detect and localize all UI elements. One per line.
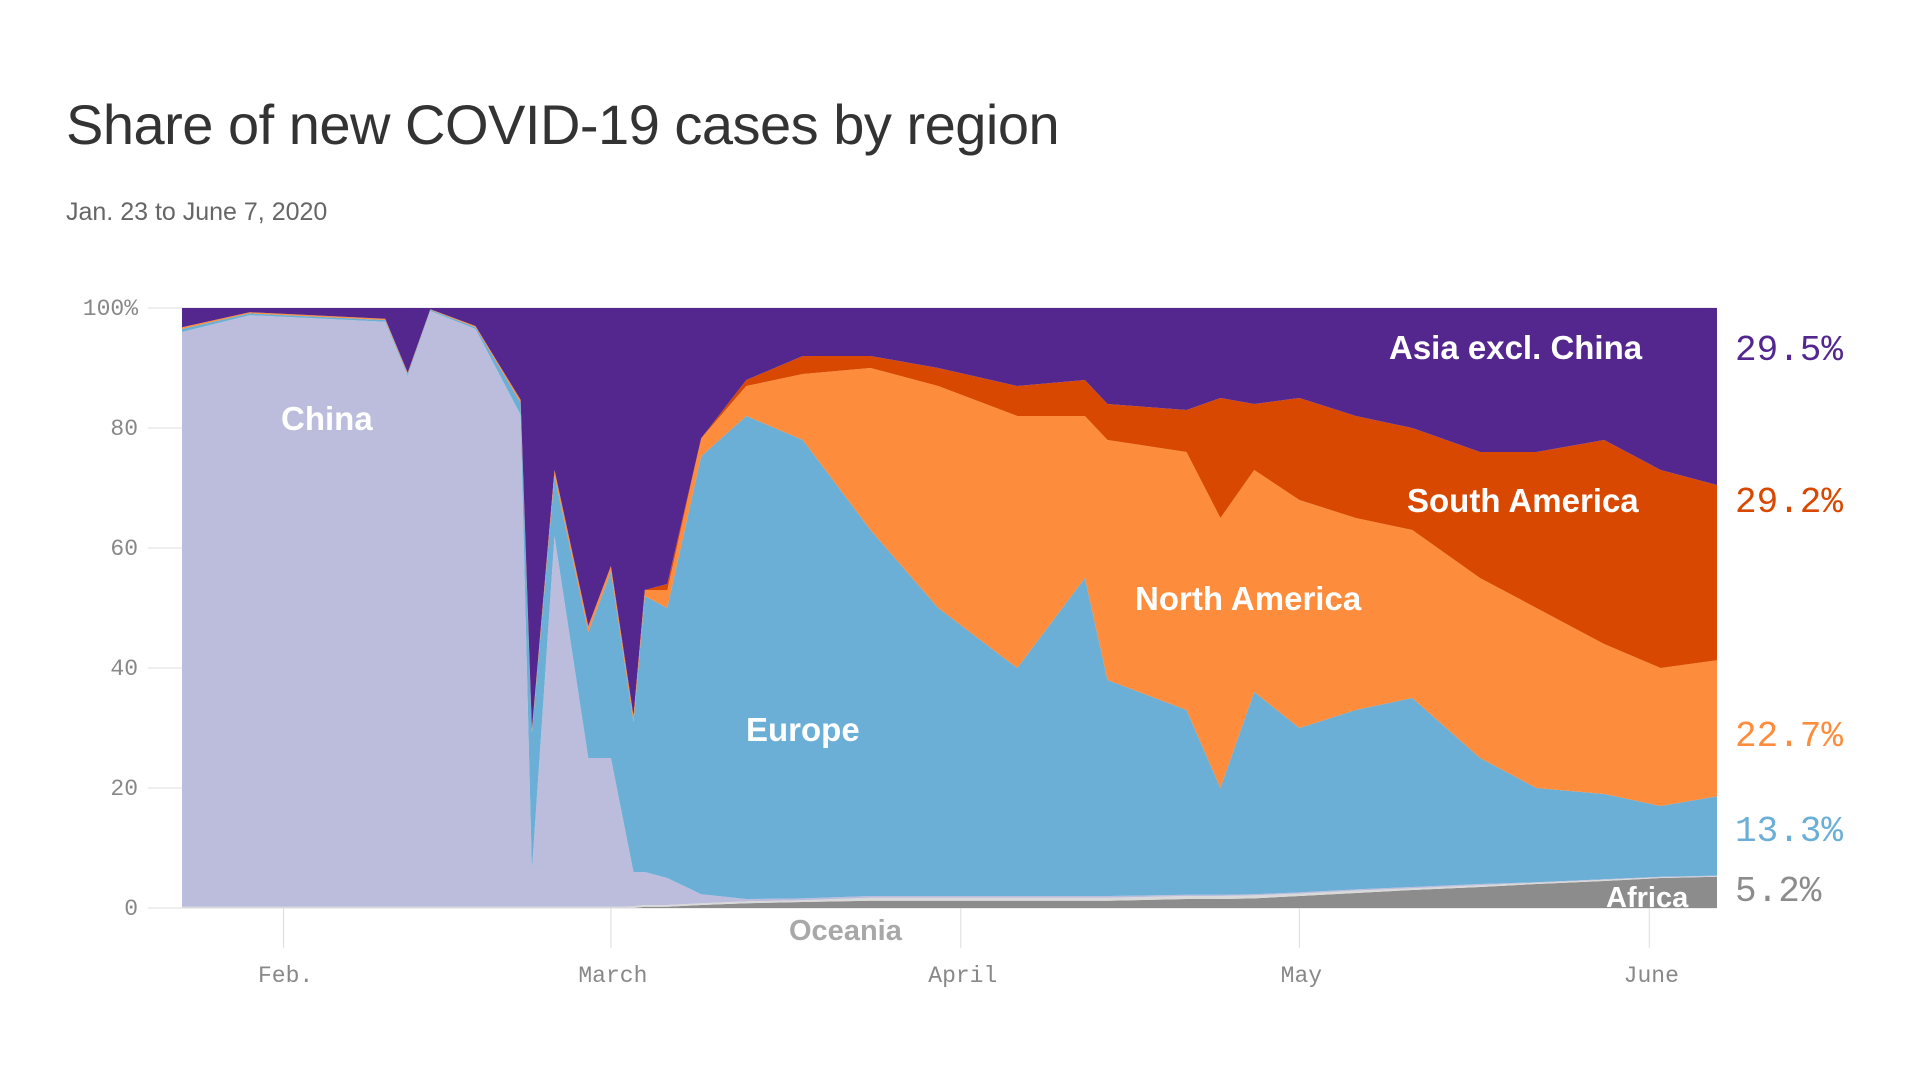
x-tick-label: April <box>928 963 997 989</box>
area-china <box>182 311 1717 907</box>
chart-subtitle: Jan. 23 to June 7, 2020 <box>66 198 328 226</box>
region-label-africa: Africa <box>1606 882 1689 914</box>
y-tick-label: 100% <box>83 296 138 322</box>
region-label-europe: Europe <box>746 711 860 748</box>
region-label-oceania: Oceania <box>789 915 903 947</box>
end-label-africa: 5.2% <box>1735 871 1822 912</box>
region-label-china: China <box>281 400 373 437</box>
region-label-north-america: North America <box>1135 580 1362 617</box>
x-tick-label: May <box>1281 963 1323 989</box>
y-tick-label: 0 <box>124 896 138 922</box>
y-tick-label: 40 <box>110 656 138 682</box>
chart-title: Share of new COVID-19 cases by region <box>66 93 1060 156</box>
area-europe <box>182 309 1717 899</box>
x-tick-label: June <box>1624 963 1679 989</box>
region-label-asia: Asia excl. China <box>1389 329 1643 366</box>
y-tick-label: 20 <box>110 776 138 802</box>
y-tick-label: 60 <box>110 536 138 562</box>
x-tick-label: Feb. <box>258 963 313 989</box>
y-tick-label: 80 <box>110 416 138 442</box>
x-tick-label: March <box>578 963 647 989</box>
area-south-america <box>182 309 1717 730</box>
end-label-asia: 29.5% <box>1735 330 1843 371</box>
area-africa <box>182 876 1717 908</box>
end-label-north-america: 22.7% <box>1735 716 1843 757</box>
end-label-south-america: 29.2% <box>1735 482 1843 523</box>
end-label-europe: 13.3% <box>1735 811 1843 852</box>
area-asia-excl-china <box>182 308 1717 730</box>
area-north-america <box>182 309 1717 806</box>
region-label-south-america: South America <box>1407 482 1639 519</box>
